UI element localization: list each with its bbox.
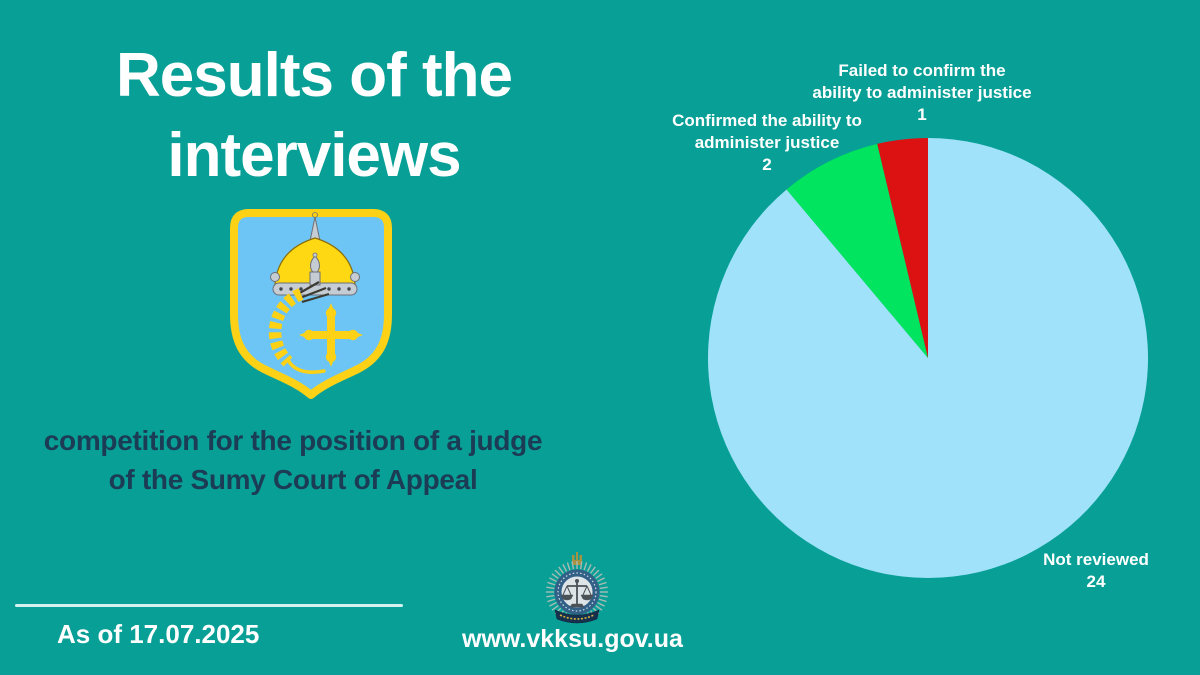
pie-label-failed-text: Failed to confirm the ability to adminis… bbox=[812, 61, 1032, 102]
pie-slice-2 bbox=[877, 138, 928, 358]
pie-slices bbox=[708, 138, 1148, 578]
vkksu-emblem-icon bbox=[546, 552, 608, 624]
page-title: Results of the interviews bbox=[116, 41, 513, 190]
emblem-ribbon bbox=[554, 609, 600, 624]
as-of-date: As of 17.07.2025 bbox=[57, 619, 260, 649]
pie-label-failed: Failed to confirm the ability to adminis… bbox=[792, 60, 1052, 126]
wheat-ear-icon bbox=[268, 281, 330, 374]
cross-icon bbox=[299, 303, 363, 367]
emblem-ring-text-dots bbox=[557, 572, 597, 612]
trident-icon bbox=[572, 552, 582, 565]
footer-divider bbox=[15, 604, 403, 607]
scales-of-justice-icon bbox=[560, 579, 594, 608]
pie-label-not-reviewed-value: 24 bbox=[1086, 572, 1106, 591]
sumy-coat-of-arms-icon bbox=[230, 209, 392, 399]
pie-chart bbox=[708, 138, 1148, 578]
pie-label-not-reviewed-text: Not reviewed bbox=[1043, 550, 1149, 569]
pie-label-confirmed: Confirmed the ability to administer just… bbox=[637, 110, 897, 176]
pie-label-failed-value: 1 bbox=[917, 105, 927, 124]
pie-label-confirmed-text: Confirmed the ability to administer just… bbox=[672, 111, 862, 152]
pie-slice-0 bbox=[708, 138, 1148, 578]
pie-label-not-reviewed: Not reviewed 24 bbox=[1016, 549, 1176, 593]
pie-label-confirmed-value: 2 bbox=[762, 155, 772, 174]
pie-slice-1 bbox=[786, 143, 928, 358]
princely-crown-icon bbox=[270, 212, 360, 296]
website-url: www.vkksu.gov.ua bbox=[462, 625, 683, 653]
subtitle: competition for the position of a judge … bbox=[43, 425, 543, 495]
